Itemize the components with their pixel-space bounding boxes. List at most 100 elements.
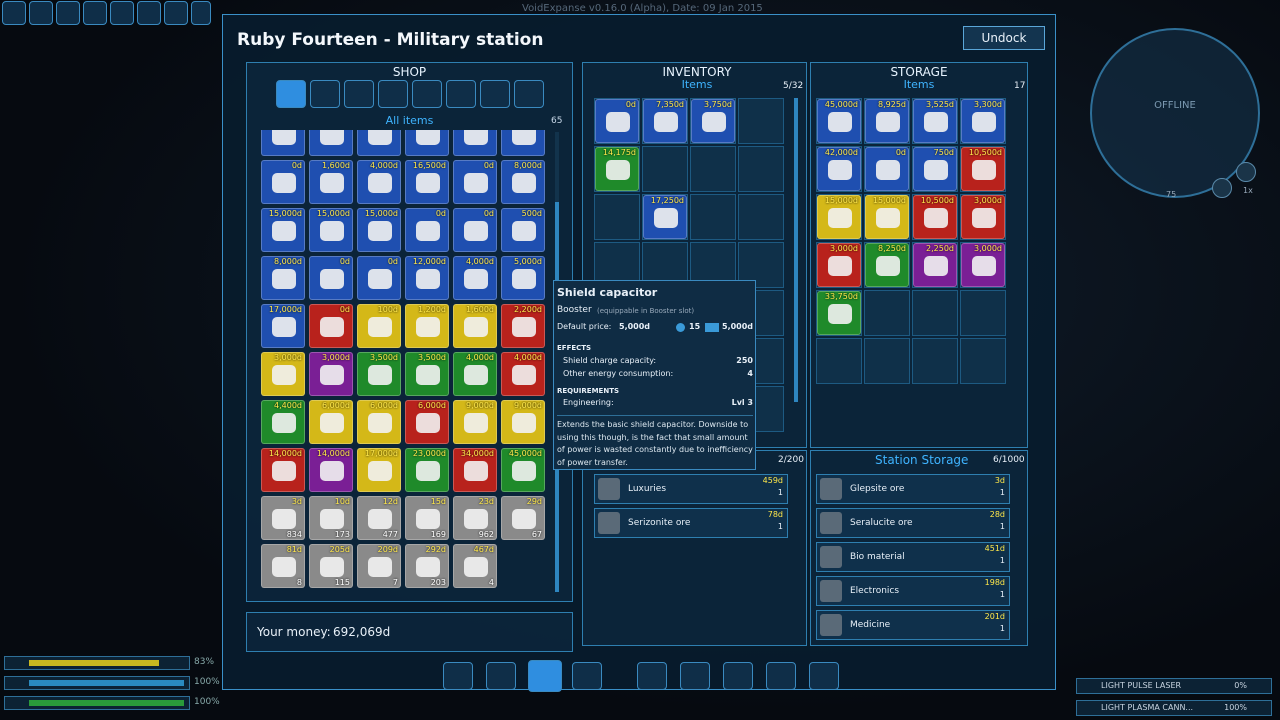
item-slot[interactable]: 4,400d bbox=[261, 400, 305, 444]
filter-button[interactable] bbox=[480, 80, 510, 108]
item-slot[interactable]: 209d 7 bbox=[357, 544, 401, 588]
item-slot[interactable]: 23d 962 bbox=[453, 496, 497, 540]
item-slot[interactable]: 3,500d bbox=[357, 352, 401, 396]
nav-button[interactable] bbox=[766, 662, 796, 690]
weapon-slot[interactable]: LIGHT PULSE LASER 0% bbox=[1076, 678, 1272, 694]
item-slot[interactable]: 12d 477 bbox=[357, 496, 401, 540]
filter-button[interactable] bbox=[514, 80, 544, 108]
item-slot[interactable]: 5,000d bbox=[501, 256, 545, 300]
item-slot[interactable]: 0d bbox=[309, 304, 353, 348]
nav-button[interactable] bbox=[443, 662, 473, 690]
item-slot[interactable]: 0d bbox=[309, 256, 353, 300]
list-item[interactable]: Glepsite ore 3d 1 bbox=[816, 474, 1010, 504]
item-slot[interactable] bbox=[309, 130, 353, 156]
list-item[interactable]: Seralucite ore 28d 1 bbox=[816, 508, 1010, 538]
item-slot[interactable]: 17,000d bbox=[261, 304, 305, 348]
item-slot[interactable] bbox=[501, 130, 545, 156]
item-slot[interactable]: 2,200d bbox=[501, 304, 545, 348]
item-slot[interactable]: 29d 67 bbox=[501, 496, 545, 540]
item-slot[interactable]: 0d bbox=[865, 147, 909, 191]
empty-slot[interactable] bbox=[642, 146, 688, 192]
tool-button[interactable] bbox=[83, 1, 107, 25]
filter-button[interactable] bbox=[378, 80, 408, 108]
tool-button[interactable] bbox=[137, 1, 161, 25]
filter-button[interactable] bbox=[310, 80, 340, 108]
item-slot[interactable]: 17,000d bbox=[357, 448, 401, 492]
item-slot[interactable] bbox=[357, 130, 401, 156]
item-slot[interactable]: 1,200d bbox=[405, 304, 449, 348]
list-item[interactable]: Bio material 451d 1 bbox=[816, 542, 1010, 572]
empty-slot[interactable] bbox=[960, 338, 1006, 384]
nav-button[interactable] bbox=[723, 662, 753, 690]
empty-slot[interactable] bbox=[816, 338, 862, 384]
item-slot[interactable]: 15,000d bbox=[309, 208, 353, 252]
nav-button[interactable] bbox=[486, 662, 516, 690]
item-slot[interactable]: 10d 173 bbox=[309, 496, 353, 540]
empty-slot[interactable] bbox=[864, 290, 910, 336]
filter-button[interactable] bbox=[344, 80, 374, 108]
nav-button[interactable] bbox=[637, 662, 667, 690]
empty-slot[interactable] bbox=[690, 146, 736, 192]
item-slot[interactable]: 292d 203 bbox=[405, 544, 449, 588]
filter-button[interactable] bbox=[412, 80, 442, 108]
list-item[interactable]: Electronics 198d 1 bbox=[816, 576, 1010, 606]
item-slot[interactable]: 3,000d bbox=[817, 243, 861, 287]
item-slot[interactable]: 6,000d bbox=[357, 400, 401, 444]
item-slot[interactable]: 3,750d bbox=[691, 99, 735, 143]
nav-button[interactable] bbox=[680, 662, 710, 690]
item-slot[interactable]: 1,600d bbox=[453, 304, 497, 348]
item-slot[interactable]: 8,000d bbox=[501, 160, 545, 204]
empty-slot[interactable] bbox=[912, 290, 958, 336]
item-slot[interactable]: 0d bbox=[261, 160, 305, 204]
item-slot[interactable] bbox=[261, 130, 305, 156]
item-slot[interactable]: 3,000d bbox=[309, 352, 353, 396]
item-slot[interactable]: 8,000d bbox=[261, 256, 305, 300]
item-slot[interactable]: 3,500d bbox=[405, 352, 449, 396]
item-slot[interactable] bbox=[453, 130, 497, 156]
item-slot[interactable]: 45,000d bbox=[501, 448, 545, 492]
item-slot[interactable]: 7,350d bbox=[643, 99, 687, 143]
item-slot[interactable]: 10,500d bbox=[961, 147, 1005, 191]
empty-slot[interactable] bbox=[594, 194, 640, 240]
empty-slot[interactable] bbox=[690, 194, 736, 240]
tool-button[interactable] bbox=[110, 1, 134, 25]
item-slot[interactable]: 42,000d bbox=[817, 147, 861, 191]
item-slot[interactable]: 205d 115 bbox=[309, 544, 353, 588]
zoom-out[interactable] bbox=[1212, 178, 1232, 198]
item-slot[interactable]: 14,175d bbox=[595, 147, 639, 191]
nav-button[interactable] bbox=[809, 662, 839, 690]
tool-button[interactable] bbox=[56, 1, 80, 25]
item-slot[interactable]: 10,500d bbox=[913, 195, 957, 239]
item-slot[interactable]: 0d bbox=[405, 208, 449, 252]
item-slot[interactable]: 9,000d bbox=[501, 400, 545, 444]
item-slot[interactable]: 81d 8 bbox=[261, 544, 305, 588]
item-slot[interactable]: 3,000d bbox=[961, 195, 1005, 239]
undock-button[interactable]: Undock bbox=[963, 26, 1045, 50]
nav-button[interactable] bbox=[572, 662, 602, 690]
item-slot[interactable]: 3,000d bbox=[961, 243, 1005, 287]
item-slot[interactable]: 14,000d bbox=[261, 448, 305, 492]
tool-button[interactable] bbox=[164, 1, 188, 25]
item-slot[interactable]: 750d bbox=[913, 147, 957, 191]
item-slot[interactable]: 467d 4 bbox=[453, 544, 497, 588]
item-slot[interactable]: 15,000d bbox=[357, 208, 401, 252]
item-slot[interactable]: 3,000d bbox=[261, 352, 305, 396]
empty-slot[interactable] bbox=[912, 338, 958, 384]
weapon-slot[interactable]: LIGHT PLASMA CANN... 100% bbox=[1076, 700, 1272, 716]
empty-slot[interactable] bbox=[738, 98, 784, 144]
item-slot[interactable]: 4,000d bbox=[453, 256, 497, 300]
item-slot[interactable]: 4,000d bbox=[501, 352, 545, 396]
item-slot[interactable]: 15,000d bbox=[865, 195, 909, 239]
empty-slot[interactable] bbox=[738, 194, 784, 240]
item-slot[interactable]: 23,000d bbox=[405, 448, 449, 492]
item-slot[interactable] bbox=[405, 130, 449, 156]
item-slot[interactable]: 14,000d bbox=[309, 448, 353, 492]
list-item[interactable]: Serizonite ore 78d 1 bbox=[594, 508, 788, 538]
item-slot[interactable]: 6,000d bbox=[309, 400, 353, 444]
list-item[interactable]: Medicine 201d 1 bbox=[816, 610, 1010, 640]
empty-slot[interactable] bbox=[960, 290, 1006, 336]
tool-button[interactable] bbox=[191, 1, 211, 25]
item-slot[interactable]: 12,000d bbox=[405, 256, 449, 300]
item-slot[interactable]: 500d bbox=[501, 208, 545, 252]
item-slot[interactable]: 0d bbox=[453, 208, 497, 252]
